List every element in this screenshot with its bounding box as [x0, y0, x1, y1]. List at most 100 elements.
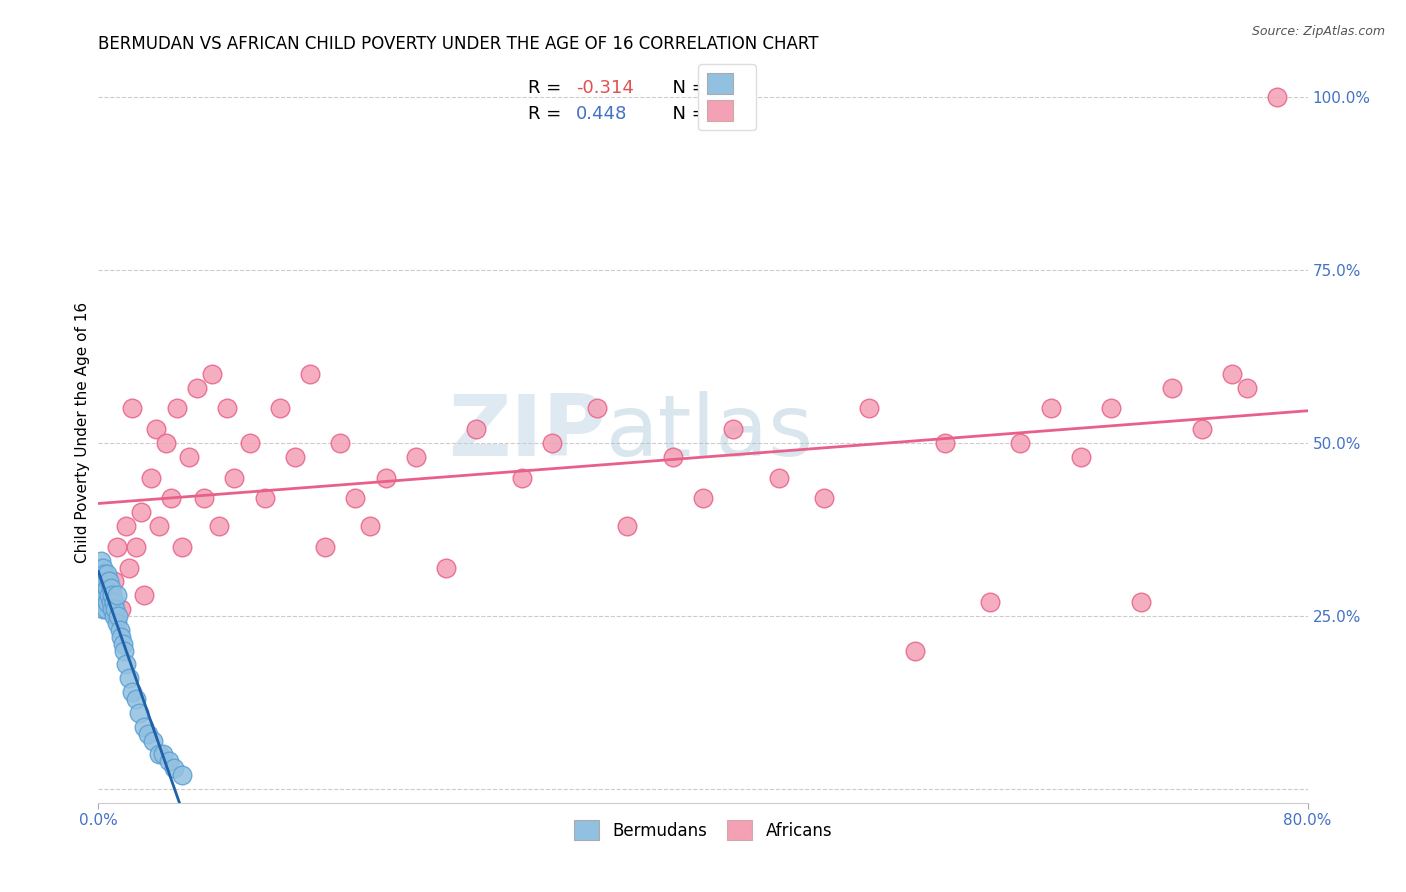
Point — [96, 567, 118, 582]
Point — [224, 470, 246, 484]
Point — [170, 540, 193, 554]
Point — [360, 519, 382, 533]
Point — [208, 519, 231, 533]
Point — [329, 436, 352, 450]
Point — [93, 595, 115, 609]
Text: 60: 60 — [709, 105, 731, 123]
Point — [434, 560, 457, 574]
Point — [118, 560, 141, 574]
Text: 49: 49 — [709, 79, 733, 97]
Point — [94, 588, 117, 602]
Point — [98, 574, 121, 589]
Point — [128, 706, 150, 720]
Point — [1099, 401, 1122, 416]
Text: N =: N = — [661, 105, 713, 123]
Point — [299, 367, 322, 381]
Point — [90, 582, 112, 596]
Point — [253, 491, 276, 506]
Point — [465, 422, 488, 436]
Point — [121, 685, 143, 699]
Point — [105, 588, 128, 602]
Point — [91, 602, 114, 616]
Point — [89, 588, 111, 602]
Point — [91, 560, 114, 574]
Point — [934, 436, 956, 450]
Point — [269, 401, 291, 416]
Point — [112, 643, 135, 657]
Text: R =: R = — [527, 79, 567, 97]
Point — [110, 630, 132, 644]
Point — [89, 560, 111, 574]
Point — [91, 588, 114, 602]
Point — [160, 491, 183, 506]
Text: Source: ZipAtlas.com: Source: ZipAtlas.com — [1251, 25, 1385, 38]
Point — [132, 588, 155, 602]
Point — [1039, 401, 1062, 416]
Point — [125, 692, 148, 706]
Point — [142, 733, 165, 747]
Point — [159, 754, 181, 768]
Point — [129, 505, 152, 519]
Y-axis label: Child Poverty Under the Age of 16: Child Poverty Under the Age of 16 — [75, 302, 90, 563]
Point — [118, 671, 141, 685]
Text: BERMUDAN VS AFRICAN CHILD POVERTY UNDER THE AGE OF 16 CORRELATION CHART: BERMUDAN VS AFRICAN CHILD POVERTY UNDER … — [98, 35, 818, 53]
Point — [94, 588, 117, 602]
Point — [170, 768, 193, 782]
Point — [145, 422, 167, 436]
Point — [121, 401, 143, 416]
Point — [1236, 381, 1258, 395]
Point — [96, 582, 118, 596]
Legend: Bermudans, Africans: Bermudans, Africans — [567, 814, 839, 847]
Point — [104, 602, 127, 616]
Point — [89, 574, 111, 589]
Point — [141, 470, 163, 484]
Point — [103, 609, 125, 624]
Point — [103, 595, 125, 609]
Point — [96, 595, 118, 609]
Point — [90, 567, 112, 582]
Point — [101, 602, 124, 616]
Point — [163, 761, 186, 775]
Point — [114, 657, 136, 672]
Point — [904, 643, 927, 657]
Text: 0.448: 0.448 — [576, 105, 627, 123]
Point — [101, 588, 124, 602]
Point — [110, 602, 132, 616]
Text: -0.314: -0.314 — [576, 79, 634, 97]
Point — [586, 401, 609, 416]
Point — [692, 491, 714, 506]
Text: ZIP: ZIP — [449, 391, 606, 475]
Point — [858, 401, 880, 416]
Point — [114, 519, 136, 533]
Point — [107, 609, 129, 624]
Point — [105, 615, 128, 630]
Point — [98, 588, 121, 602]
Point — [510, 470, 533, 484]
Point — [91, 574, 114, 589]
Point — [1191, 422, 1213, 436]
Text: atlas: atlas — [606, 391, 814, 475]
Point — [166, 401, 188, 416]
Point — [105, 540, 128, 554]
Point — [1070, 450, 1092, 464]
Point — [1010, 436, 1032, 450]
Point — [201, 367, 224, 381]
Point — [179, 450, 201, 464]
Point — [723, 422, 745, 436]
Point — [186, 381, 208, 395]
Point — [215, 401, 238, 416]
Point — [93, 582, 115, 596]
Point — [540, 436, 562, 450]
Point — [100, 582, 122, 596]
Point — [1220, 367, 1243, 381]
Point — [314, 540, 336, 554]
Point — [374, 470, 396, 484]
Point — [1267, 90, 1289, 104]
Point — [155, 436, 177, 450]
Point — [132, 720, 155, 734]
Point — [284, 450, 307, 464]
Point — [148, 747, 170, 762]
Point — [136, 726, 159, 740]
Point — [111, 637, 134, 651]
Point — [661, 450, 683, 464]
